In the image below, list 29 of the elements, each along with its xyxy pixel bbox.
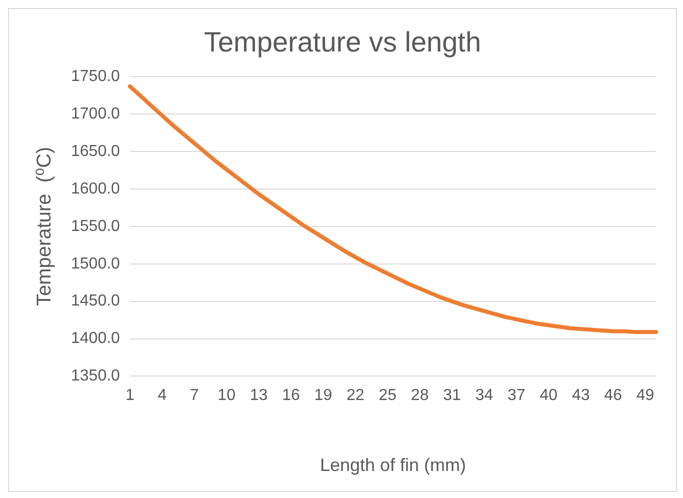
x-tick-label: 31 — [443, 387, 462, 404]
x-tick-label: 46 — [604, 387, 622, 404]
y-tick-label: 1500.0 — [71, 255, 120, 272]
y-tick-label: 1450.0 — [71, 292, 120, 310]
x-tick-label: 49 — [636, 387, 654, 404]
y-tick-label: 1650.0 — [71, 142, 120, 160]
y-tick-label: 1400.0 — [71, 330, 120, 348]
y-tick-label: 1700.0 — [71, 105, 120, 122]
x-tick-label: 10 — [218, 387, 236, 404]
x-tick-label: 1 — [125, 387, 134, 404]
y-tick-label: 1750.0 — [71, 68, 120, 86]
x-axis-title: Length of fin (mm) — [320, 455, 466, 476]
y-tick-label: 1600.0 — [71, 180, 120, 198]
x-tick-label: 25 — [378, 387, 397, 404]
chart-title: Temperature vs length — [204, 26, 482, 58]
x-tick-label: 40 — [540, 387, 558, 404]
x-tick-label: 34 — [475, 387, 494, 404]
x-tick-label: 28 — [410, 387, 429, 404]
x-tick-label: 37 — [508, 387, 526, 404]
y-axis-title: Temperature (⁰C) — [34, 146, 56, 306]
x-tick-label: 13 — [250, 387, 268, 404]
x-tick-label: 22 — [346, 387, 364, 404]
x-tick-label: 4 — [158, 387, 167, 404]
y-tick-label: 1550.0 — [71, 218, 120, 235]
x-tick-label: 16 — [282, 387, 300, 404]
x-tick-label: 19 — [314, 387, 332, 404]
y-tick-label: 1350.0 — [71, 368, 120, 385]
x-tick-label: 43 — [572, 387, 590, 404]
x-tick-label: 7 — [190, 387, 199, 404]
